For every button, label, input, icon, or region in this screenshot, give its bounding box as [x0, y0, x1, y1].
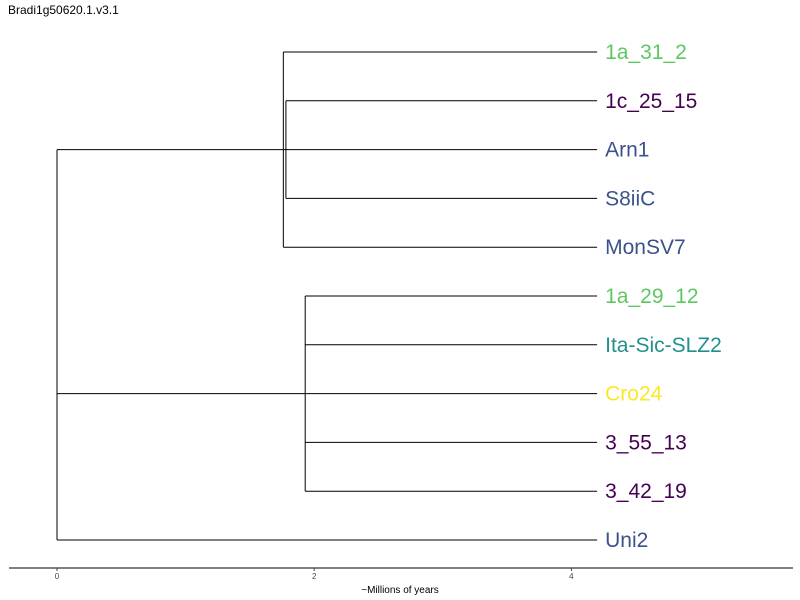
leaf-label: Arn1: [605, 139, 649, 162]
leaf-label: 3_42_19: [605, 480, 687, 503]
leaf-label: 1a_29_12: [605, 285, 698, 308]
x-tick-label: 4: [569, 572, 574, 581]
x-axis: 0 2 4 ~Millions of years: [9, 567, 793, 596]
x-axis-title: ~Millions of years: [361, 585, 439, 596]
leaf-label: Cro24: [605, 383, 663, 406]
x-tick-label: 0: [55, 572, 60, 581]
x-tick-label: 2: [312, 572, 317, 581]
leaf-labels: 1a_31_2 1c_25_15 Arn1 S8iiC MonSV7 1a_29_12 It…: [605, 41, 722, 552]
leaf-label: 1c_25_15: [605, 90, 697, 113]
leaf-label: Ita-Sic-SLZ2: [605, 334, 722, 357]
leaf-label: MonSV7: [605, 236, 686, 259]
leaf-label: 1a_31_2: [605, 41, 687, 64]
figure-title: Bradi1g50620.1.v3.1: [8, 3, 119, 17]
leaf-label: S8iiC: [605, 187, 655, 210]
leaf-label: Uni2: [605, 529, 648, 552]
leaf-label: 3_55_13: [605, 431, 687, 454]
branches: [56, 51, 598, 541]
